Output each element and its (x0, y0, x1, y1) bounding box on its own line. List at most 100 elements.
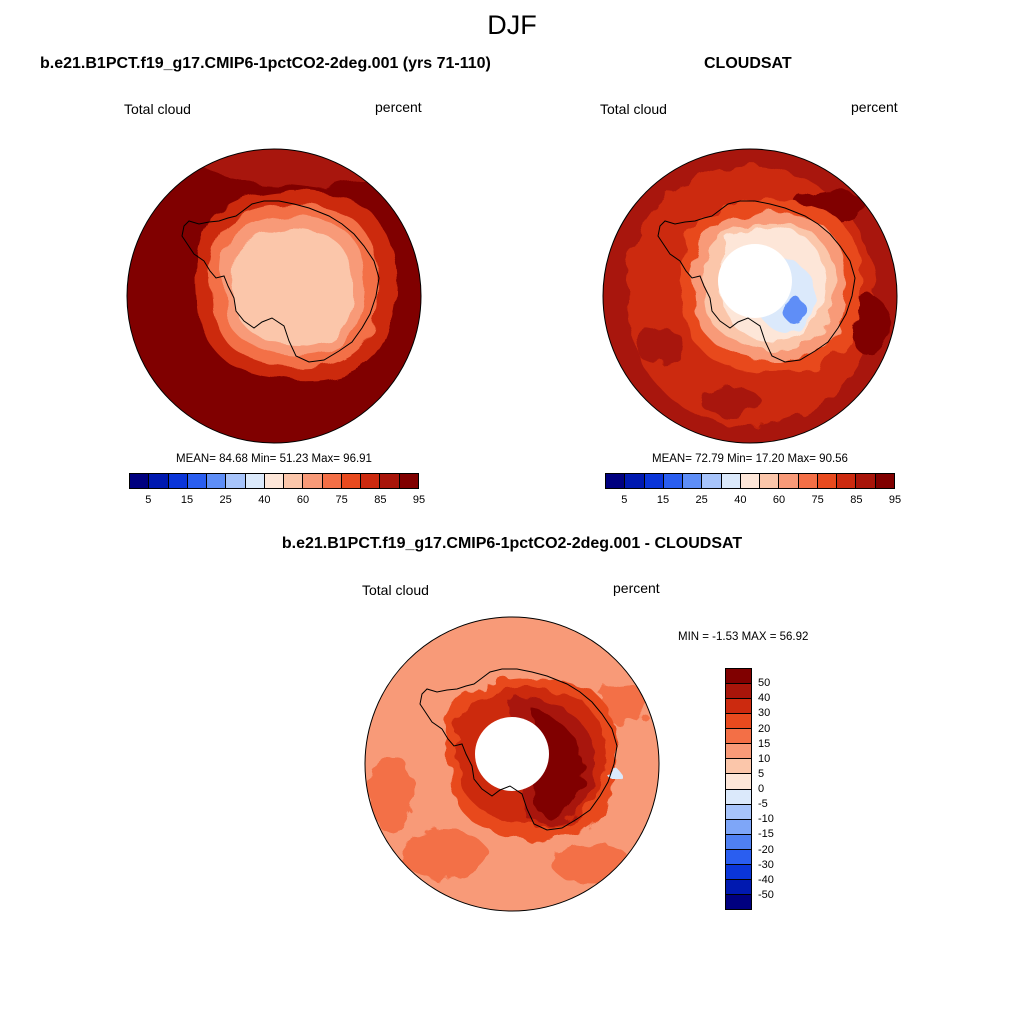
colorbar-swatch (130, 474, 150, 488)
colorbar-tick-label: -40 (758, 873, 774, 886)
difference-title: b.e21.B1PCT.f19_g17.CMIP6-1pctCO2-2deg.0… (281, 535, 743, 552)
d-ocean-patch-3 (370, 754, 414, 834)
p2-polar-hole (718, 244, 792, 318)
colorbar-swatch (856, 474, 876, 488)
figure-title: DJF (487, 10, 537, 40)
p1-inner-low-east (302, 261, 346, 291)
panel1-polar-map (126, 148, 422, 444)
p1-map-border (126, 148, 422, 444)
p2-low-3 (785, 297, 805, 325)
colorbar-swatch (322, 474, 342, 488)
colorbar-tick-label: 5 (145, 494, 152, 506)
colorbar-swatch (683, 474, 703, 488)
p2-map-border (602, 148, 898, 444)
p2-hot-spot-3 (850, 296, 890, 356)
colorbar-swatch (726, 714, 751, 730)
colorbar-tick-label: 60 (772, 494, 786, 506)
colorbar-swatch (625, 474, 645, 488)
panel2-colorbar-ticks: 5 15 25 40 60 75 85 95 (605, 494, 901, 508)
colorbar-tick-label: 60 (296, 494, 310, 506)
colorbar-tick-label: -50 (758, 888, 774, 901)
colorbar-swatch (149, 474, 169, 488)
panel2-colorbar (605, 473, 895, 489)
colorbar-swatch (798, 474, 818, 488)
colorbar-swatch (726, 894, 751, 909)
colorbar-swatch (760, 474, 780, 488)
colorbar-tick-label: 25 (695, 494, 708, 506)
colorbar-swatch (721, 474, 741, 488)
panel1-title: b.e21.B1PCT.f19_g17.CMIP6-1pctCO2-2deg.0… (40, 55, 491, 72)
colorbar-tick-label: 30 (758, 707, 771, 720)
colorbar-swatch (264, 474, 285, 488)
panel2-polar-map (602, 148, 898, 444)
difference-colorbar-ticks: 50 40 30 20 15 10 5 0 -5 -10 -15 -20 -30 -40 -50 (758, 668, 788, 910)
colorbar-swatch (726, 804, 751, 820)
colorbar-swatch (399, 474, 418, 488)
difference-polar-map (364, 616, 660, 912)
panel2-field (603, 149, 897, 443)
panel2-variable-label: Total cloud (600, 101, 667, 117)
panel1-colorbar (129, 473, 419, 489)
colorbar-swatch (284, 474, 304, 488)
p1-interior (233, 228, 354, 347)
colorbar-swatch (817, 474, 838, 488)
colorbar-tick-label: 75 (335, 494, 348, 506)
p1-hot-spot-east (392, 266, 421, 346)
p1-hot-spot-southwest (129, 331, 209, 401)
colorbar-swatch (726, 744, 751, 760)
colorbar-swatch (606, 474, 626, 488)
panel1-units-label: percent (375, 99, 422, 115)
colorbar-swatch (837, 474, 857, 488)
colorbar-tick-label: -15 (758, 828, 774, 841)
colorbar-tick-label: 0 (758, 783, 765, 795)
colorbar-tick-label: 75 (811, 494, 824, 506)
colorbar-swatch (726, 879, 751, 895)
p1-inner-low-west (230, 278, 254, 314)
colorbar-swatch (726, 669, 751, 685)
d-map-border (364, 616, 660, 912)
colorbar-swatch (726, 729, 751, 745)
colorbar-swatch (341, 474, 362, 488)
panel2-title: CLOUDSAT (704, 55, 792, 72)
colorbar-swatch (726, 849, 751, 865)
p1-antarctica-coastline (181, 200, 380, 363)
panel1-colorbar-ticks: 5 15 25 40 60 75 85 95 (129, 494, 425, 508)
colorbar-tick-label: 85 (374, 494, 387, 506)
colorbar-tick-label: 95 (888, 494, 902, 506)
p2-hot-spot-4 (700, 386, 760, 416)
colorbar-swatch (663, 474, 684, 488)
difference-field (365, 617, 659, 911)
colorbar-swatch (187, 474, 208, 488)
colorbar-swatch (207, 474, 227, 488)
difference-min-max: MIN = -1.53 MAX = 56.92 (678, 631, 809, 643)
difference-units-label: percent (613, 580, 660, 596)
panel1-stats: MEAN= 84.68 Min= 51.23 Max= 96.91 (176, 453, 372, 465)
colorbar-tick-label: -20 (758, 843, 774, 856)
colorbar-tick-label: 50 (758, 677, 771, 690)
colorbar-tick-label: -5 (758, 798, 768, 811)
panel2-units-label: percent (851, 99, 898, 115)
colorbar-tick-label: 40 (258, 494, 271, 506)
colorbar-swatch (726, 684, 751, 700)
panel2-stats: MEAN= 72.79 Min= 17.20 Max= 90.56 (652, 453, 848, 465)
colorbar-tick-label: 10 (758, 752, 771, 765)
colorbar-swatch (245, 474, 265, 488)
colorbar-tick-label: 25 (219, 494, 232, 506)
p2-hot-spot-2 (635, 328, 685, 364)
colorbar-swatch (726, 774, 751, 790)
d-ocean-patch-1 (397, 829, 487, 879)
colorbar-tick-label: 15 (758, 737, 771, 750)
colorbar-swatch (702, 474, 722, 488)
colorbar-tick-label: 85 (850, 494, 863, 506)
p2-antarctica-coastline (657, 200, 856, 363)
colorbar-tick-label: 40 (734, 494, 747, 506)
panel1-field (127, 149, 421, 443)
colorbar-tick-label: 5 (621, 494, 628, 506)
colorbar-swatch (875, 474, 894, 488)
colorbar-swatch (726, 699, 751, 715)
colorbar-tick-label: 40 (758, 692, 771, 705)
colorbar-swatch (380, 474, 400, 488)
colorbar-swatch (726, 834, 751, 850)
colorbar-swatch (168, 474, 188, 488)
d-polar-hole (475, 717, 549, 791)
